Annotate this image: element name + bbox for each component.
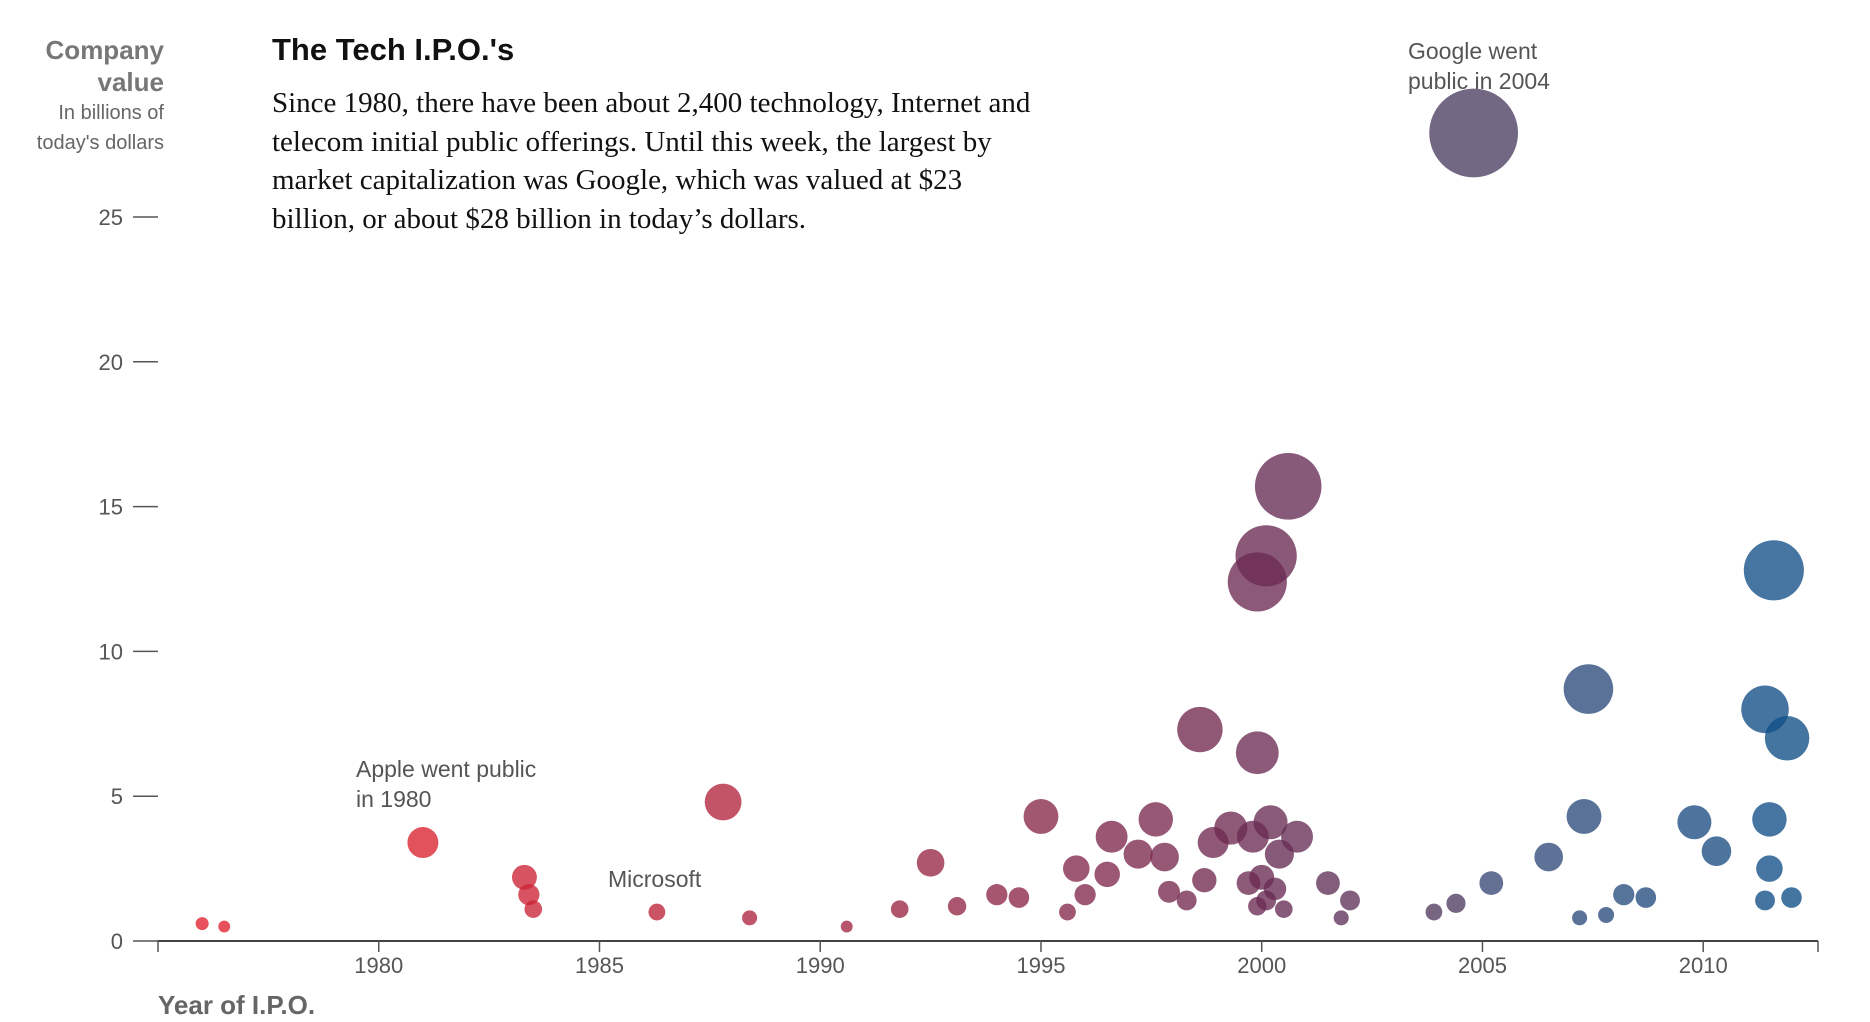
ipo-bubble (1248, 897, 1267, 916)
ipo-bubble (511, 864, 537, 890)
x-tick-label: 1985 (575, 953, 624, 978)
bubble-series (195, 88, 1810, 933)
x-tick-label: 2010 (1679, 953, 1728, 978)
ipo-bubble (986, 884, 1008, 906)
chart-title: The Tech I.P.O.'s (272, 32, 515, 67)
ipo-bubble (1566, 799, 1602, 834)
ipo-bubble (1074, 884, 1096, 906)
annotation-apple: Apple went public in 1980 (356, 756, 537, 812)
ipo-bubble (1197, 827, 1229, 859)
ipo-bubble (1253, 805, 1288, 840)
ipo-bubble (648, 903, 666, 921)
ipo-bubble (1138, 802, 1173, 837)
ipo-bubble (218, 920, 231, 933)
x-tick-label: 1990 (796, 953, 845, 978)
ipo-bubble (1227, 552, 1287, 612)
ipo-bubble (1446, 893, 1466, 913)
y-axis: 0 5 10 15 20 25 (99, 205, 158, 954)
ipo-bubble (1264, 839, 1294, 869)
y-tick-label: 20 (99, 350, 123, 375)
ipo-bubble (916, 849, 945, 877)
ipo-bubble (1756, 855, 1783, 882)
ipo-bubble (1316, 871, 1340, 895)
y-axis-subtitle: In billions of today's dollars (36, 102, 164, 154)
ipo-bubble (1677, 805, 1712, 840)
ipo-bubble (1598, 906, 1615, 923)
ipo-bubble (1059, 903, 1076, 921)
ipo-bubble (1764, 716, 1810, 761)
ipo-bubble (947, 897, 967, 916)
ipo-bubble (1781, 887, 1802, 908)
ipo-bubble (1479, 871, 1504, 895)
ipo-bubble (1572, 910, 1588, 926)
ipo-bubble (1752, 802, 1787, 837)
ipo-bubble (195, 917, 209, 931)
y-axis-title: Company value (45, 35, 164, 97)
annotation-microsoft: Microsoft (608, 866, 702, 892)
ipo-bubble (1701, 836, 1732, 867)
ipo-bubble (407, 827, 439, 859)
y-tick-label: 15 (99, 495, 123, 520)
ipo-bubble (1635, 887, 1657, 908)
x-tick-label: 2005 (1458, 953, 1507, 978)
x-tick-label: 2000 (1237, 953, 1286, 978)
ipo-bubble (1236, 871, 1261, 895)
y-tick-label: 0 (111, 929, 123, 954)
ipo-bubble (1340, 890, 1360, 911)
ipo-bubble (1333, 910, 1349, 926)
ipo-bubble (1176, 890, 1197, 911)
ipo-bubble (1534, 842, 1563, 872)
ipo-bubble (1613, 884, 1635, 906)
ipo-bubble (1150, 842, 1179, 872)
chart-intro-text: Since 1980, there have been about 2,400 … (272, 87, 1031, 235)
x-tick-label: 1995 (1017, 953, 1066, 978)
ipo-bubble (1095, 820, 1128, 853)
ipo-bubble (1743, 540, 1804, 601)
ipo-bubble (1425, 903, 1443, 921)
ipo-bubble (1008, 887, 1030, 908)
ipo-bubble (890, 900, 909, 918)
x-axis-title: Year of I.P.O. (158, 990, 316, 1020)
ipo-bubble (1755, 890, 1775, 911)
ipo-bubble (518, 884, 540, 906)
ipo-bubble (742, 910, 758, 926)
annotation-google: Google went public in 2004 (1408, 38, 1550, 94)
ipo-bubble (1429, 88, 1519, 178)
x-tick-label: 1980 (354, 953, 403, 978)
ipo-bubble (1177, 706, 1223, 753)
x-axis: 1980 1985 1990 1995 2000 2005 2010 (157, 940, 1819, 978)
y-tick-label: 25 (99, 205, 123, 230)
ipo-bubble (1192, 868, 1217, 893)
y-tick-label: 10 (99, 639, 123, 664)
ipo-bubble (1123, 839, 1153, 869)
ipo-bubble (1563, 664, 1614, 714)
ipo-bubble (524, 900, 543, 918)
ipo-bubble (1023, 799, 1059, 834)
y-tick-label: 5 (111, 784, 123, 809)
ipo-bubble (1274, 900, 1293, 918)
ipo-bubble (1094, 861, 1120, 888)
ipo-bubble (1063, 855, 1090, 882)
ipo-bubble (840, 920, 853, 933)
ipo-bubble (1235, 731, 1279, 775)
ipo-bubble (704, 783, 742, 821)
ipo-bubble (1158, 880, 1180, 903)
ipo-bubble (1254, 453, 1322, 520)
